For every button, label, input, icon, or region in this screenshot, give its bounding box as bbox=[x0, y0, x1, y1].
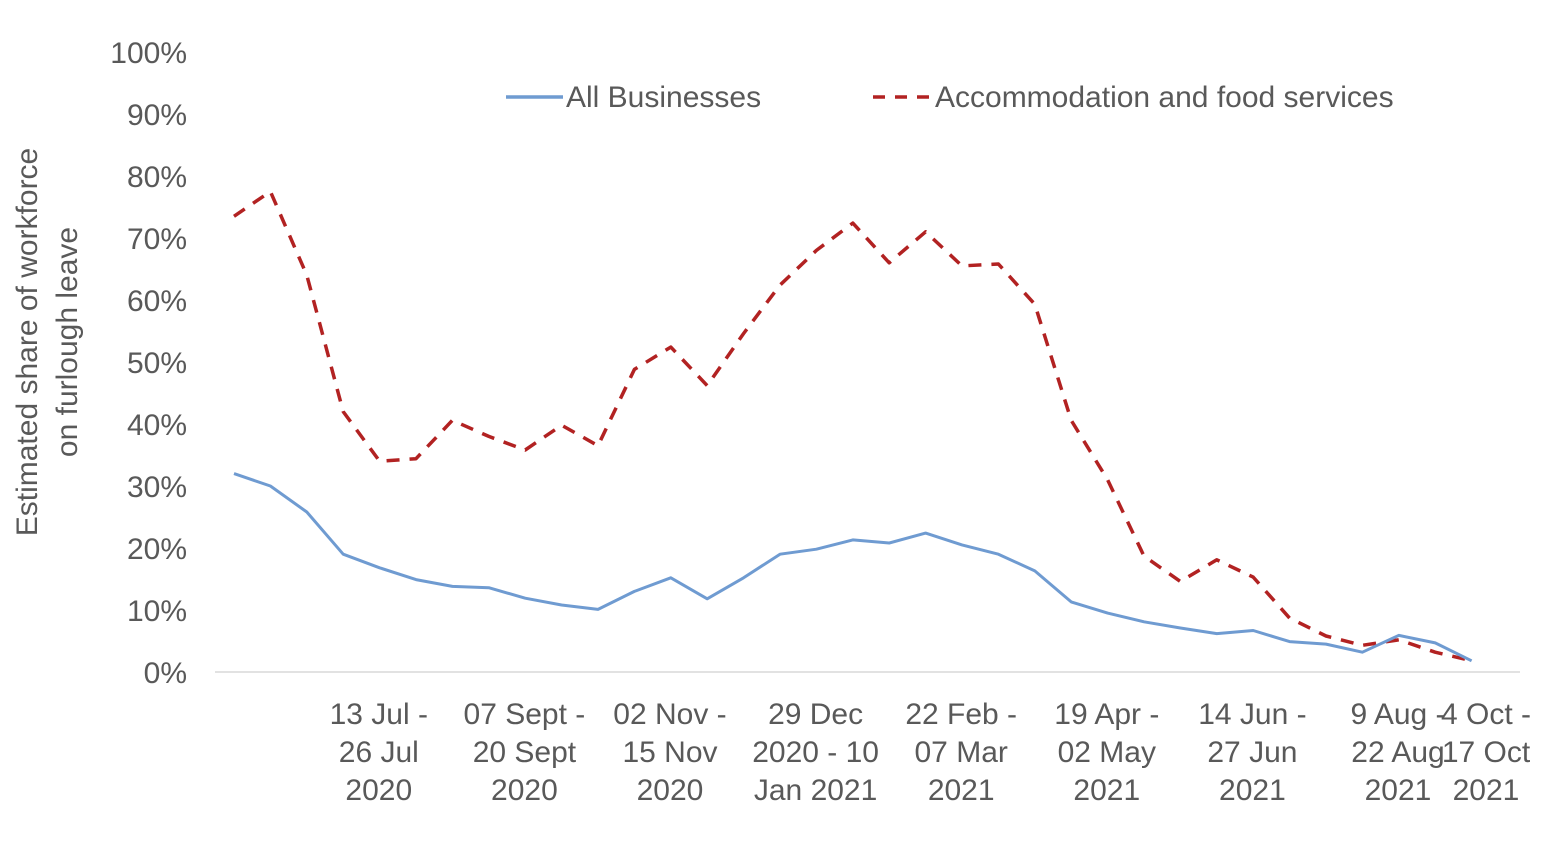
y-tick-label: 70% bbox=[127, 223, 187, 256]
y-axis-title-line-2: on furlough leave bbox=[51, 227, 84, 457]
y-tick-label: 50% bbox=[127, 347, 187, 380]
series-line-all-businesses bbox=[233, 472, 1473, 663]
y-tick-label: 80% bbox=[127, 161, 187, 194]
y-tick-label: 90% bbox=[127, 99, 187, 132]
y-axis-title: Estimated share of workforce on furlough… bbox=[11, 148, 84, 537]
x-tick-label: 19 Apr -02 May 2021 bbox=[1054, 698, 1159, 807]
x-tick-label: 02 Nov -15 Nov 2020 bbox=[613, 698, 726, 807]
x-tick-label: 29 Dec 2020 - 10 Jan 2021 bbox=[752, 698, 879, 807]
x-tick-label: 13 Jul -26 Jul 2020 bbox=[330, 698, 428, 807]
y-tick-label: 100% bbox=[110, 37, 187, 70]
x-tick-label: 9 Aug -22 Aug 2021 bbox=[1350, 698, 1445, 807]
series-line-accommodation bbox=[233, 189, 1473, 663]
x-tick-label: 07 Sept -20 Sept 2020 bbox=[464, 698, 586, 807]
legend-label-accommodation: Accommodation and food services bbox=[935, 81, 1394, 114]
y-tick-label: 10% bbox=[127, 595, 187, 628]
x-tick-label: 22 Feb -07 Mar 2021 bbox=[905, 698, 1017, 807]
y-axis-ticks: 0% 10% 20% 30% 40% 50% 60% 70% 80% 90% 100% bbox=[110, 37, 187, 690]
y-tick-label: 60% bbox=[127, 285, 187, 318]
y-tick-label: 20% bbox=[127, 533, 187, 566]
series-layer bbox=[233, 189, 1473, 663]
y-tick-label: 40% bbox=[127, 409, 187, 442]
x-axis-ticks: 13 Jul -26 Jul 2020 07 Sept -20 Sept 202002… bbox=[330, 698, 1531, 807]
x-tick-label: 4 Oct -17 Oct 2021 bbox=[1441, 698, 1531, 807]
legend: All Businesses Accommodation and food se… bbox=[506, 81, 1394, 114]
y-tick-label: 0% bbox=[144, 657, 187, 690]
x-tick-label: 14 Jun -27 Jun 2021 bbox=[1198, 698, 1306, 807]
y-tick-label: 30% bbox=[127, 471, 187, 504]
y-axis-title-line-1: Estimated share of workforce bbox=[11, 148, 44, 537]
legend-label-all-businesses: All Businesses bbox=[566, 81, 761, 114]
